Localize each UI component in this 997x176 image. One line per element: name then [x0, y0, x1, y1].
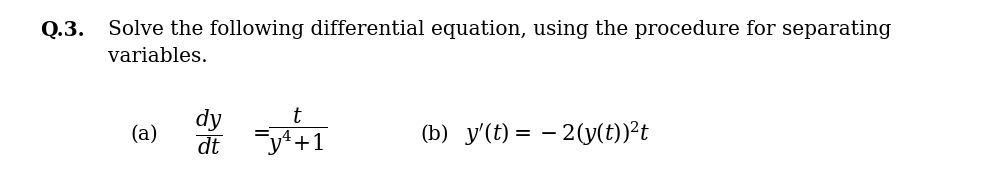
Text: $\dfrac{t}{y^4\!+\!1}$: $\dfrac{t}{y^4\!+\!1}$ [268, 106, 327, 158]
Text: Q.3.: Q.3. [40, 20, 85, 40]
Text: $=$: $=$ [248, 121, 270, 143]
Text: Solve the following differential equation, using the procedure for separating: Solve the following differential equatio… [108, 20, 891, 39]
Text: (b): (b) [420, 124, 449, 143]
Text: variables.: variables. [108, 47, 207, 66]
Text: $\dfrac{dy}{dt}$: $\dfrac{dy}{dt}$ [195, 107, 223, 157]
Text: $y'(t) = -2(y(t))^2 t$: $y'(t) = -2(y(t))^2 t$ [465, 120, 650, 148]
Text: (a): (a) [130, 124, 158, 143]
